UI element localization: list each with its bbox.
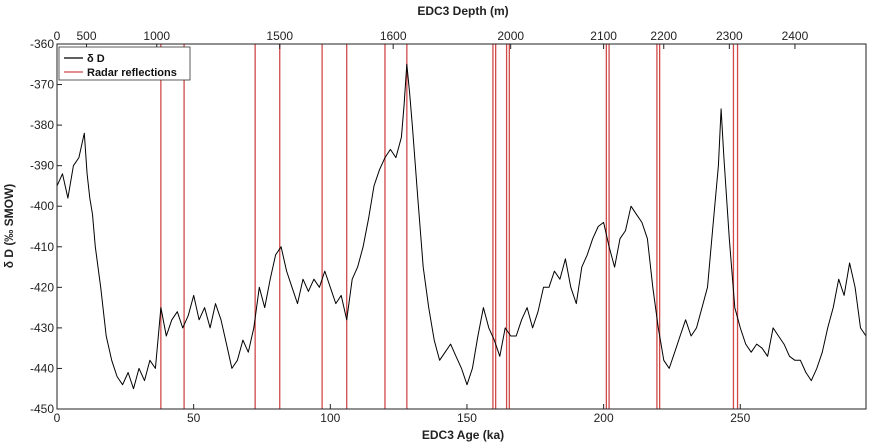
plot-frame bbox=[56, 43, 867, 410]
top-axis-title: EDC3 Depth (m) bbox=[417, 4, 508, 18]
legend: δ D Radar reflections bbox=[58, 46, 191, 81]
x-tick-label-4: 200 bbox=[594, 411, 614, 425]
legend-label-radar: Radar reflections bbox=[87, 67, 177, 79]
y-tick-label-4: -410 bbox=[30, 240, 54, 254]
y-tick-label-7: -380 bbox=[30, 118, 54, 132]
y-tick-label-1: -440 bbox=[30, 361, 54, 375]
y-tick-label-5: -400 bbox=[30, 199, 54, 213]
y-axis-ticks: -450 -440 -430 -420 -410 -400 -390 -380 -370 -360 bbox=[30, 37, 62, 416]
x-tick-label-2: 100 bbox=[320, 411, 340, 425]
top-tick-label-8: 2300 bbox=[716, 29, 743, 43]
y-tick-label-8: -370 bbox=[30, 78, 54, 92]
top-tick-label-5: 2000 bbox=[497, 29, 524, 43]
delta-d-series-line bbox=[56, 63, 867, 390]
top-tick-label-1: 500 bbox=[77, 29, 97, 43]
top-tick-label-7: 2200 bbox=[650, 29, 677, 43]
legend-label-delta-d: δ D bbox=[87, 53, 105, 65]
y-tick-label-2: -430 bbox=[30, 321, 54, 335]
y-tick-label-0: -450 bbox=[30, 402, 54, 416]
top-axis-title-group: EDC3 Depth (m) bbox=[417, 4, 508, 18]
x-tick-label-1: 50 bbox=[187, 411, 201, 425]
top-tick-label-9: 2400 bbox=[782, 29, 809, 43]
y-tick-label-3: -420 bbox=[30, 280, 54, 294]
x-tick-label-0: 0 bbox=[54, 411, 61, 425]
y-tick-label-9: -360 bbox=[30, 37, 54, 51]
legend-box bbox=[58, 46, 191, 81]
top-tick-label-3: 1500 bbox=[266, 29, 293, 43]
radar-reflection-lines bbox=[160, 44, 739, 409]
top-tick-label-6: 2100 bbox=[590, 29, 617, 43]
y-axis-title: δ D (‰ SMOW) bbox=[2, 184, 16, 269]
x-tick-label-3: 150 bbox=[457, 411, 477, 425]
x-axis-title: EDC3 Age (ka) bbox=[422, 428, 504, 442]
top-axis-ticks: 0 500 1000 1500 1600 2000 2100 2200 2300 2400 bbox=[54, 29, 809, 49]
top-tick-label-0: 0 bbox=[54, 29, 61, 43]
y-tick-label-6: -390 bbox=[30, 159, 54, 173]
top-tick-label-4: 1600 bbox=[380, 29, 407, 43]
x-tick-label-5: 250 bbox=[730, 411, 750, 425]
x-axis-ticks: 0 50 100 150 200 250 bbox=[54, 404, 751, 425]
top-tick-label-2: 1000 bbox=[143, 29, 170, 43]
